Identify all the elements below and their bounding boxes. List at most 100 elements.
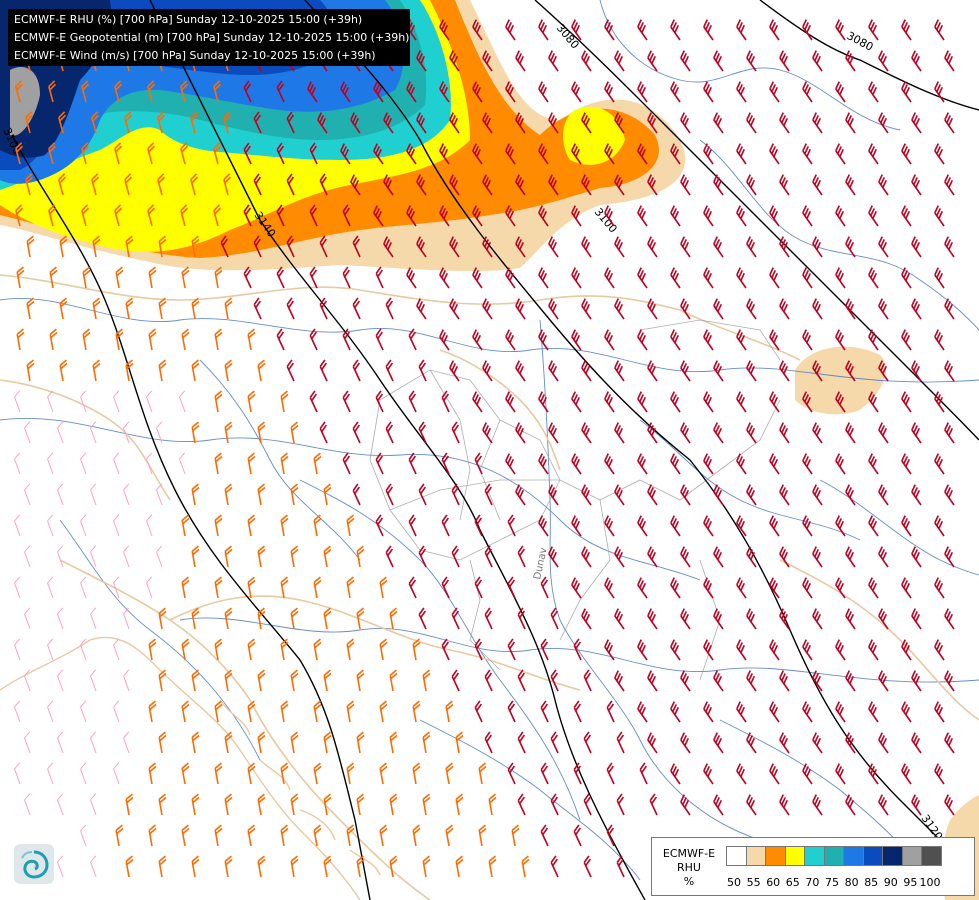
wind-barb <box>606 762 615 785</box>
wind-barb <box>736 391 747 413</box>
wind-barb <box>24 607 31 630</box>
wind-barb <box>148 824 157 847</box>
wind-barb <box>614 174 625 196</box>
wind-barb <box>538 205 549 227</box>
wind-barb <box>125 793 134 816</box>
wind-barb <box>243 80 252 103</box>
wind-barb <box>352 359 361 382</box>
wind-barb <box>878 422 889 444</box>
wind-barb <box>81 204 90 227</box>
wind-barb <box>375 514 384 537</box>
wind-barb <box>408 576 417 599</box>
wind-barb <box>223 173 232 196</box>
wind-barb <box>80 514 87 537</box>
legend-swatch <box>784 846 805 866</box>
wind-barb <box>309 266 318 289</box>
wind-barb <box>224 297 233 320</box>
wind-barb <box>280 390 289 413</box>
wind-barb <box>148 762 157 785</box>
wind-barb <box>14 452 21 475</box>
wind-barb <box>505 205 516 227</box>
wind-barb <box>352 421 361 444</box>
wind-barb <box>191 297 200 320</box>
legend-title: ECMWF-E RHU % <box>656 847 722 889</box>
wind-barb <box>276 266 285 289</box>
wind-barb <box>571 515 582 537</box>
map-header: ECMWF-E RHU (%) [700 hPa] Sunday 12-10-2… <box>8 9 410 66</box>
legend-tick: 60 <box>766 876 781 889</box>
wind-barb <box>934 81 945 103</box>
wind-barb <box>418 421 427 444</box>
wind-barb <box>835 267 846 289</box>
wind-barb <box>845 794 856 816</box>
wind-barb <box>812 670 823 692</box>
wind-barb <box>845 360 856 382</box>
wind-barb <box>309 204 318 227</box>
wind-barb <box>449 112 460 134</box>
wind-barb <box>944 670 955 692</box>
wind-barb <box>845 236 856 258</box>
wind-barb <box>505 391 516 413</box>
wind-barb <box>670 81 681 103</box>
wind-barb <box>484 607 493 630</box>
wind-barb <box>214 514 223 537</box>
wind-barb <box>779 50 790 72</box>
wind-barb <box>713 422 724 444</box>
wind-barb <box>604 329 615 351</box>
wind-barb <box>901 701 912 723</box>
wind-barb <box>583 793 592 816</box>
wind-barb <box>713 484 724 506</box>
wind-barb <box>319 359 328 382</box>
wind-barb <box>746 422 757 444</box>
wind-barb <box>323 545 332 568</box>
wind-barb <box>451 669 460 692</box>
wind-barb <box>191 793 200 816</box>
wind-barb <box>307 81 318 103</box>
wind-barb <box>181 576 190 599</box>
wind-barb <box>191 359 200 382</box>
wind-barb <box>835 329 846 351</box>
wind-barb <box>346 762 355 785</box>
wind-barb <box>736 143 747 165</box>
wind-barb <box>548 236 559 258</box>
wind-barb <box>445 824 454 847</box>
wind-barb <box>90 669 97 692</box>
wind-barb <box>548 546 559 568</box>
legend-swatch <box>823 846 844 866</box>
wind-barb <box>309 390 318 413</box>
wind-barb <box>713 670 724 692</box>
wind-barb <box>408 452 417 475</box>
wind-barb <box>583 855 592 878</box>
wind-barb <box>14 576 21 599</box>
wind-barb <box>571 453 582 475</box>
wind-barb <box>190 111 199 134</box>
wind-barb <box>191 545 200 568</box>
wind-barb <box>373 81 384 103</box>
wind-barb <box>191 421 200 444</box>
wind-barb <box>812 794 823 816</box>
wind-barb <box>224 793 233 816</box>
wind-barb <box>113 390 120 413</box>
wind-barb <box>703 763 714 785</box>
wind-barb <box>670 453 681 475</box>
wind-barb <box>934 19 945 41</box>
wind-barb <box>868 267 879 289</box>
wind-barb <box>148 700 157 723</box>
wind-barb <box>812 174 823 196</box>
wind-barb <box>224 855 233 878</box>
wind-barb <box>911 236 922 258</box>
wind-barb <box>214 452 223 475</box>
wind-barb <box>472 19 483 41</box>
wind-barb <box>736 267 747 289</box>
wind-barb <box>769 701 780 723</box>
wind-barb <box>451 483 460 506</box>
wind-barb <box>157 173 166 196</box>
wind-barb <box>573 700 582 723</box>
wind-barb <box>416 112 427 134</box>
wind-barb <box>47 762 54 785</box>
wind-barb <box>769 639 780 661</box>
wind-barb <box>944 732 955 754</box>
wind-barb <box>379 700 388 723</box>
wind-barb <box>868 329 879 351</box>
wind-barb <box>257 855 266 878</box>
